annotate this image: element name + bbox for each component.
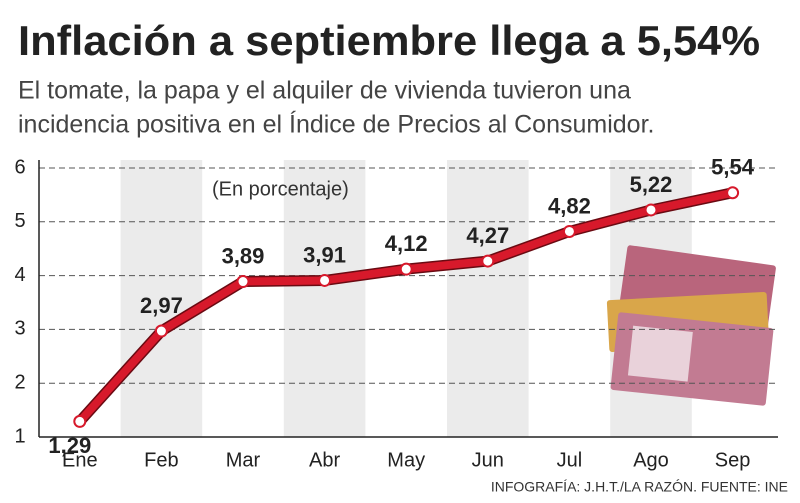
chart-subtitle: incidencia positiva en el Índice de Prec… [18, 110, 654, 139]
data-label: 1,29 [48, 433, 91, 458]
data-label: 4,27 [466, 223, 509, 248]
source: INFOGRAFÍA: J.H.T./LA RAZÓN. FUENTE: INE [491, 479, 788, 495]
x-tick-label: Mar [226, 449, 261, 471]
column-band [120, 160, 203, 437]
data-label: 4,12 [385, 231, 428, 256]
y-tick-label: 4 [14, 264, 25, 286]
y-tick-label: 5 [14, 210, 25, 232]
column-band [283, 160, 366, 437]
point [399, 262, 413, 276]
chart-title: Inflación a septiembre llega a 5,54% [18, 17, 760, 64]
data-label: 4,82 [548, 193, 591, 218]
x-tick-label: Ene [62, 449, 98, 471]
data-label: 5,54 [711, 155, 755, 180]
x-tick-label: Abr [309, 449, 340, 471]
x-tick-label: Jun [472, 449, 504, 471]
y-tick-label: 1 [14, 425, 25, 447]
banknotes [606, 245, 776, 406]
data-label: 2,97 [140, 293, 183, 318]
x-tick-label: May [387, 449, 425, 471]
point [236, 275, 250, 289]
data-label: 3,89 [222, 243, 265, 268]
x-tick-label: Sep [715, 449, 751, 471]
column-band [447, 160, 529, 437]
y-tick-label: 2 [14, 371, 25, 393]
point [726, 186, 740, 200]
point [154, 324, 168, 338]
x-tick-label: Jul [557, 449, 583, 471]
point [644, 203, 658, 217]
y-tick-label: 3 [14, 318, 25, 340]
data-label: 5,22 [630, 172, 673, 197]
x-tick-label: Feb [144, 449, 178, 471]
y-tick-label: 6 [14, 156, 25, 178]
annotation: (En porcentaje) [212, 178, 349, 200]
point [481, 254, 495, 268]
point [73, 414, 87, 428]
point [318, 273, 332, 287]
data-label: 3,91 [303, 242, 346, 267]
x-tick-label: Ago [633, 449, 669, 471]
point [562, 224, 576, 238]
chart-subtitle: El tomate, la papa y el alquiler de vivi… [18, 77, 631, 105]
